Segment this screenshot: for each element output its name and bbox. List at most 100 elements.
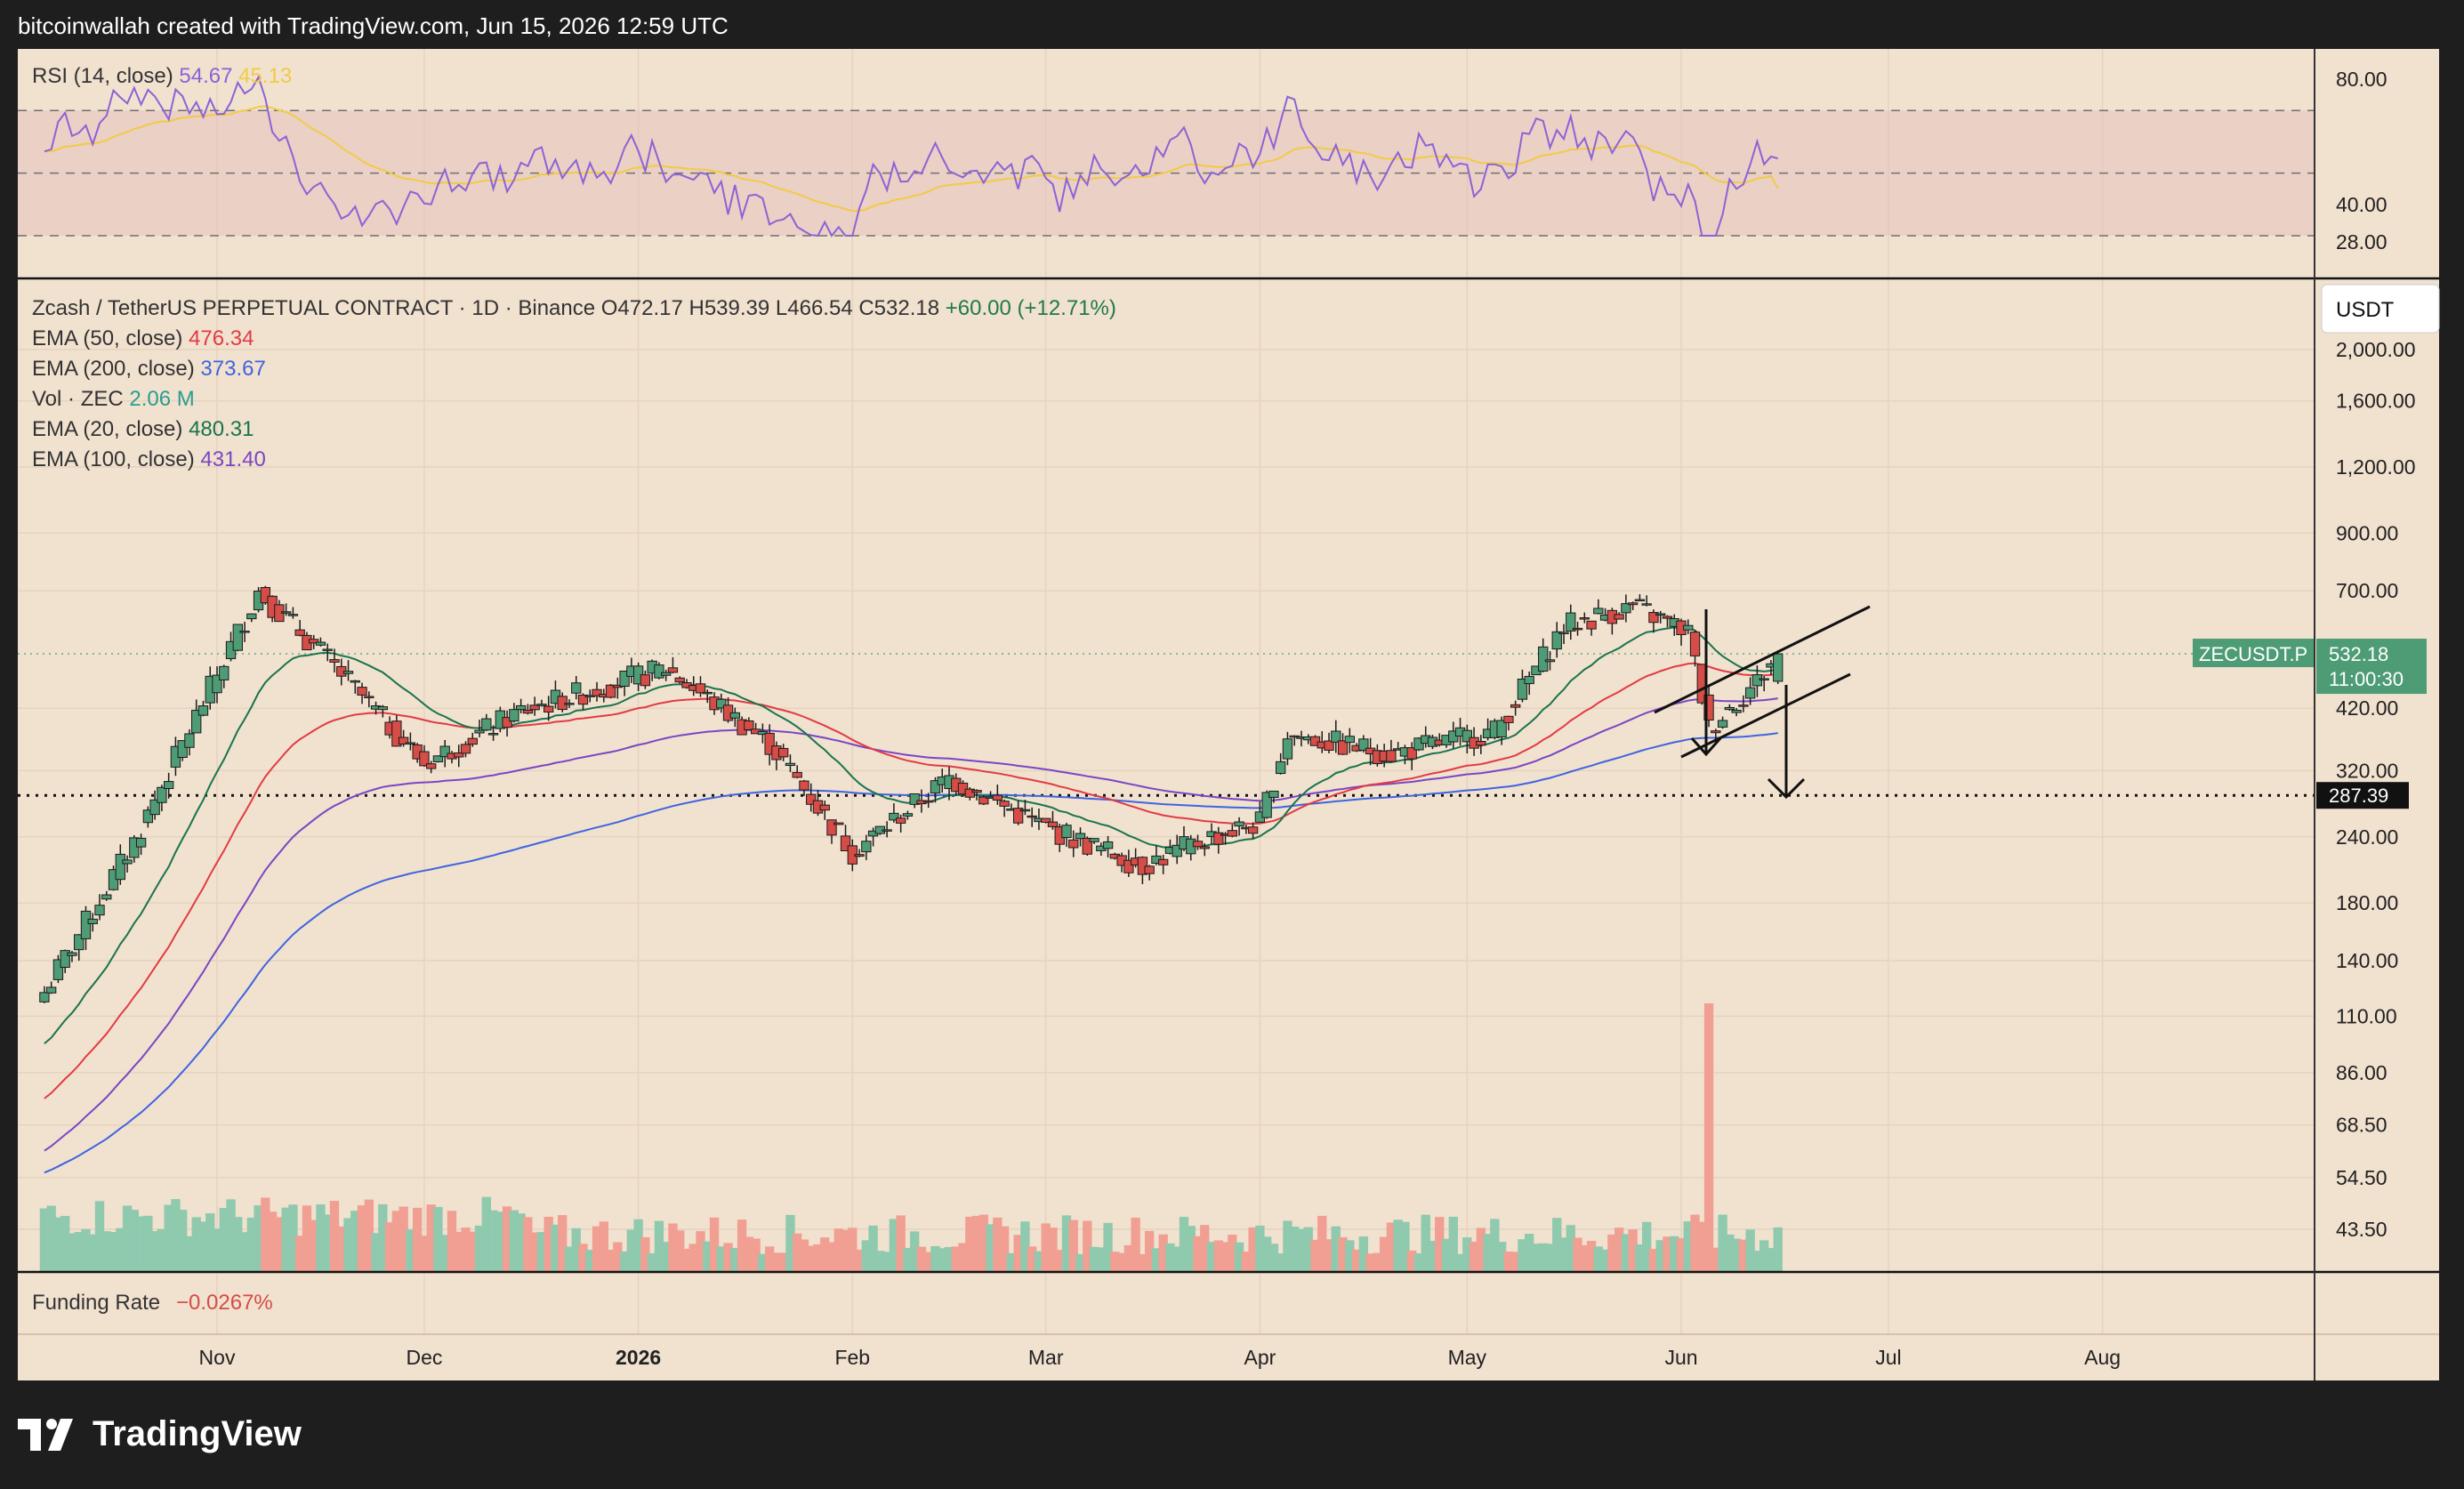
candle: [1047, 810, 1059, 830]
volume-bar: [681, 1248, 692, 1272]
candle-body: [1068, 839, 1079, 849]
volume-bar: [122, 1205, 133, 1272]
volume-bar: [716, 1246, 726, 1272]
candle: [322, 643, 333, 662]
volume-bar: [53, 1217, 63, 1272]
candle-body: [1386, 750, 1397, 762]
candle-body: [1738, 704, 1749, 707]
candle-body: [157, 786, 167, 803]
volume-bar: [1358, 1236, 1369, 1272]
volume-bar: [958, 1243, 968, 1272]
volume-bar: [205, 1213, 215, 1272]
volume-bar: [1331, 1226, 1341, 1272]
volume-bar: [1441, 1238, 1452, 1272]
volume-bar: [343, 1218, 353, 1272]
volume-bar: [1455, 1253, 1465, 1272]
candle: [129, 835, 140, 863]
candle: [67, 951, 77, 962]
candle-body: [1731, 710, 1742, 713]
volume-bar: [1027, 1246, 1037, 1272]
candle: [1358, 735, 1369, 753]
candle: [364, 691, 374, 708]
volume-bar: [412, 1207, 423, 1272]
funding-panel: Funding Rate −0.0267%: [32, 1291, 273, 1315]
volume-bar: [910, 1231, 920, 1272]
candle-body: [1331, 730, 1341, 743]
candle-body: [322, 648, 333, 651]
candle: [1614, 612, 1624, 620]
candle: [212, 666, 222, 704]
volume-bar: [440, 1235, 450, 1272]
candle: [481, 713, 492, 731]
volume-bar: [1261, 1236, 1272, 1272]
candle: [702, 689, 713, 704]
candle-body: [1461, 729, 1472, 743]
volume-bar: [1248, 1227, 1258, 1272]
rsi-line: [44, 75, 1778, 237]
candle: [1738, 695, 1749, 712]
volume-bar: [1600, 1249, 1610, 1272]
candle: [87, 913, 98, 932]
candlesticks[interactable]: [39, 585, 1784, 1003]
candle-body: [902, 813, 914, 817]
candle-body: [39, 992, 50, 1002]
candle-body: [605, 684, 616, 698]
candle-body: [909, 793, 920, 805]
volume-bar: [1206, 1242, 1217, 1272]
volume-bar: [861, 1240, 871, 1272]
candle: [1089, 838, 1099, 844]
candle: [45, 981, 57, 994]
candle: [716, 693, 727, 713]
candle-body: [1517, 678, 1528, 700]
candle-body: [60, 950, 70, 968]
candle: [964, 787, 975, 801]
rsi-ma-line: [44, 105, 1779, 213]
volume-bar: [1200, 1225, 1210, 1272]
candle-body: [1662, 616, 1673, 619]
candle: [819, 801, 830, 820]
candle-body: [923, 800, 934, 803]
volume-bar: [143, 1215, 153, 1272]
candle: [1041, 817, 1051, 824]
currency-button[interactable]: USDT: [2321, 284, 2440, 334]
volume-bar: [785, 1214, 795, 1272]
volume-bar: [1393, 1219, 1403, 1272]
candle: [219, 664, 229, 688]
candle: [1689, 630, 1701, 667]
candle: [909, 793, 920, 809]
volume-bar: [509, 1210, 519, 1272]
volume-bar: [868, 1225, 878, 1272]
candle: [1662, 615, 1673, 628]
volume-bar: [406, 1229, 415, 1272]
volume-bar: [626, 1229, 637, 1272]
candle: [1158, 854, 1169, 874]
volume-bar: [178, 1210, 188, 1272]
candle-body: [184, 733, 195, 748]
candle-body: [695, 683, 706, 694]
candle: [1261, 790, 1272, 819]
chart-area[interactable]: 80.00 40.00 28.00 2,000.00 1,600.00 1,200.00 9…: [0, 46, 2464, 1382]
candle: [191, 699, 202, 734]
candle-body: [419, 751, 430, 767]
volume-bar: [1228, 1235, 1237, 1272]
candle: [94, 894, 105, 921]
candle-body: [592, 688, 602, 696]
candle: [1510, 700, 1521, 716]
rsi-panel[interactable]: [18, 75, 2315, 237]
currency-button-label: USDT: [2336, 298, 2395, 322]
candle: [785, 754, 796, 773]
support-level-line: [18, 653, 2315, 797]
candle: [80, 905, 92, 951]
tradingview-logo-icon: [18, 1418, 73, 1451]
price-axis[interactable]: 80.00 40.00 28.00 2,000.00 1,600.00 1,200.00 9…: [2193, 68, 2440, 1241]
volume-bar: [675, 1230, 685, 1272]
volume-bar: [74, 1232, 84, 1272]
volume-bar: [551, 1224, 560, 1272]
time-axis[interactable]: Nov Dec 2026 Feb Mar Apr May Jun Jul Aug: [199, 1346, 2122, 1369]
candle: [197, 700, 209, 717]
volume-bar: [633, 1219, 643, 1272]
price-tick-label: 1,600.00: [2336, 390, 2416, 413]
candle: [157, 785, 167, 812]
indicator-legend-3: EMA (20, close) 480.31: [32, 417, 254, 441]
candle-body: [405, 742, 416, 744]
